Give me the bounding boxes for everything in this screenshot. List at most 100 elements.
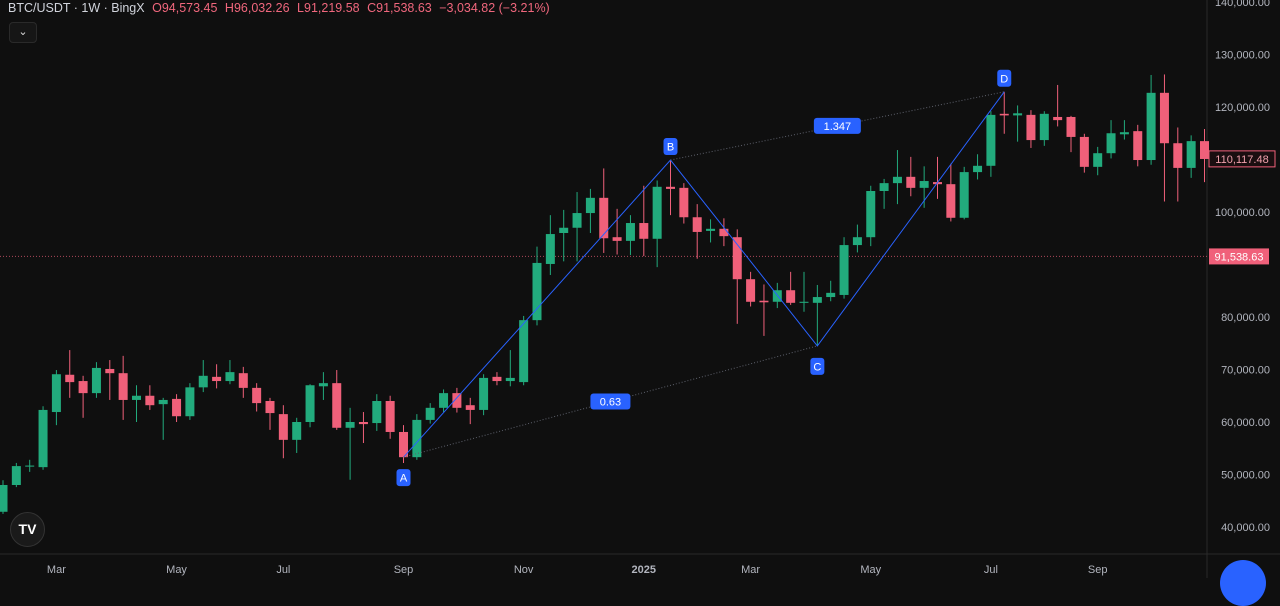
candle-body <box>559 227 569 233</box>
x-tick-label: May <box>860 564 881 576</box>
candle <box>973 154 983 180</box>
candle-body <box>332 383 342 428</box>
chevron-down-icon: ⌄ <box>18 26 28 38</box>
x-tick-label: Jul <box>276 564 290 576</box>
candle-body <box>1039 113 1049 141</box>
candle <box>38 406 48 470</box>
candle-body <box>11 466 21 485</box>
candle <box>692 204 702 259</box>
candle-body <box>706 228 716 231</box>
y-tick-label: 70,000.00 <box>1221 365 1270 377</box>
candle-body <box>746 279 756 302</box>
candle-body <box>826 292 836 298</box>
candle-body <box>719 228 729 237</box>
candle-body <box>439 393 449 408</box>
candle <box>839 237 849 299</box>
x-tick-label: Mar <box>47 564 66 576</box>
candle-body <box>652 186 662 239</box>
candle-body <box>866 191 876 238</box>
candle-body <box>1106 133 1116 154</box>
candle-body <box>385 401 395 432</box>
candle <box>1079 133 1089 173</box>
candle <box>465 397 475 425</box>
candle-body <box>1013 113 1023 116</box>
candle-body <box>345 422 355 428</box>
y-tick-label: 130,000.00 <box>1215 50 1270 62</box>
candle-body <box>799 301 809 303</box>
candle-body <box>999 113 1009 116</box>
ohlc-low: L91,219.58 <box>297 1 360 15</box>
candle <box>265 397 275 430</box>
pattern-point-badge <box>997 69 1012 87</box>
candle <box>372 394 382 431</box>
candle-body <box>919 181 929 188</box>
candle-body <box>839 245 849 295</box>
x-tick-label: May <box>166 564 187 576</box>
candle <box>639 185 649 257</box>
candle <box>959 166 969 220</box>
marker-price-badge <box>1208 150 1276 168</box>
collapse-legend-button[interactable]: ⌄ <box>9 22 37 43</box>
y-tick-label: 60,000.00 <box>1221 417 1270 429</box>
candle <box>225 360 235 385</box>
candle <box>559 209 569 262</box>
candle <box>1039 111 1049 146</box>
candle <box>999 91 1009 134</box>
symbol-title[interactable]: BTC/USDT · 1W · BingX <box>8 1 145 15</box>
candle <box>1186 135 1196 178</box>
candle <box>0 480 8 514</box>
candle <box>519 315 529 386</box>
candle <box>679 183 689 224</box>
candle <box>479 374 489 416</box>
candle-body <box>679 187 689 218</box>
candle-body <box>1066 116 1076 137</box>
candle <box>1066 115 1076 153</box>
candle-body <box>1186 141 1196 168</box>
tradingview-logo[interactable]: TV <box>10 512 45 547</box>
candle-body <box>78 381 88 394</box>
candle <box>78 375 88 418</box>
candle <box>812 284 822 346</box>
ohlc-change: −3,034.82 (−3.21%) <box>439 1 550 15</box>
y-tick-label: 140,000.00 <box>1215 0 1270 9</box>
candle-body <box>892 176 902 184</box>
candle-body <box>479 377 489 410</box>
pattern-point-label: D <box>1000 73 1008 85</box>
candle-body <box>118 373 128 400</box>
candle <box>305 384 315 428</box>
candle <box>879 178 889 209</box>
current-price-badge <box>1209 248 1269 265</box>
candle <box>1053 84 1063 127</box>
candle <box>65 350 75 398</box>
floating-action-button[interactable] <box>1220 560 1266 606</box>
ratio-line <box>403 345 818 458</box>
candle-body <box>278 414 288 440</box>
candle-body <box>425 407 435 420</box>
candle <box>385 395 395 439</box>
candle-body <box>1173 143 1183 168</box>
candle-body <box>1146 92 1156 161</box>
y-tick-label: 100,000.00 <box>1215 207 1270 219</box>
candle-body <box>492 376 502 382</box>
candle <box>1013 105 1023 142</box>
candle <box>572 192 582 262</box>
candle-body <box>252 387 262 404</box>
pattern-point-badge <box>396 469 411 487</box>
candle <box>318 372 328 400</box>
candle-body <box>105 368 115 374</box>
candle-body <box>759 300 769 303</box>
candle-body <box>812 297 822 303</box>
candle <box>358 412 368 443</box>
candle <box>612 208 622 255</box>
candlestick-chart[interactable]: 140,000.00 130,000.00 120,000.00 100,000.00… <box>0 0 1280 578</box>
candle-body <box>51 374 61 413</box>
candle <box>345 407 355 480</box>
candle-body <box>372 401 382 424</box>
pattern-point-badge <box>663 138 678 156</box>
candle-body <box>452 393 462 408</box>
pattern-point-label: A <box>400 473 408 485</box>
candle-body <box>1159 92 1169 144</box>
candle <box>505 350 515 387</box>
symbol-legend: BTC/USDT · 1W · BingX O94,573.45 H96,032… <box>8 1 550 15</box>
candle-body <box>639 223 649 239</box>
